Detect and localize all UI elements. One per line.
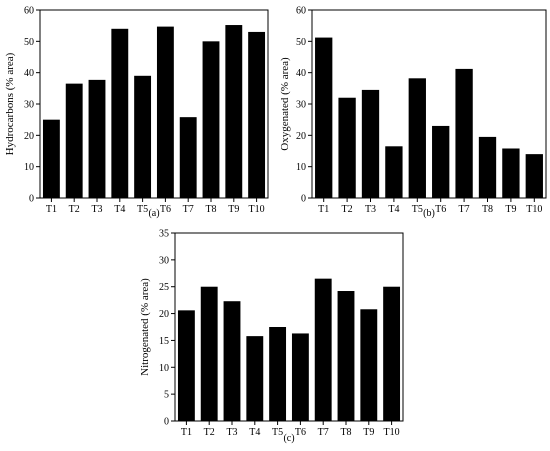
bar-t5 [269, 327, 287, 421]
y-tick-label: 20 [296, 131, 306, 142]
x-tick-label: T10 [249, 204, 265, 215]
x-tick-label: T7 [318, 427, 329, 438]
x-tick-label: T4 [249, 427, 260, 438]
x-tick-label: T9 [505, 204, 516, 215]
bar-t10 [248, 31, 266, 198]
bar-t6 [156, 26, 174, 199]
y-tick-label: 15 [159, 336, 169, 347]
chart-panel-hydrocarbons: 0 10 20 30 40 50 60 T1 T2 T3 T4 T5 T6 T7 T8 T9 T10 Hydroc… [4, 6, 269, 219]
x-tick-label: T3 [365, 204, 376, 215]
x-tick-label: T5 [137, 204, 148, 215]
y-tick-label: 20 [24, 131, 34, 142]
x-tick-label: T8 [482, 204, 493, 215]
bar-t7 [179, 117, 197, 198]
y-tick-label: 0 [301, 194, 306, 205]
bar-t6 [291, 333, 309, 421]
x-tick-label: T8 [205, 204, 216, 215]
x-tick-label: T10 [526, 204, 542, 215]
y-tick-label: 0 [164, 417, 169, 428]
bar-t1 [177, 310, 195, 421]
bar-t10 [525, 154, 543, 198]
plot-frame [174, 232, 404, 422]
bar-t10 [383, 286, 401, 421]
bar-t1 [42, 119, 60, 198]
bar-t4 [385, 146, 403, 198]
y-tick-label: 30 [24, 100, 34, 111]
bar-t9 [360, 309, 378, 421]
chart-panel-nitrogenated: 0 5 10 15 20 25 30 35 T1 T2 T3 T4 T5 T6 T7 T8 T9 T10 Nitro… [139, 229, 404, 444]
y-axis-title: Hydrocarbons (% area) [4, 52, 16, 155]
x-tick-label: T3 [226, 427, 237, 438]
x-tick-label: T1 [318, 204, 329, 215]
x-tick-label: T9 [363, 427, 374, 438]
bar-t3 [88, 79, 106, 198]
x-tick-label: T5 [412, 204, 423, 215]
bar-t1 [315, 37, 333, 198]
bar-t7 [314, 278, 332, 421]
x-tick-label: T9 [228, 204, 239, 215]
y-tick-label: 35 [159, 229, 169, 240]
x-tick-label: T1 [46, 204, 57, 215]
x-tick-label: T6 [295, 427, 306, 438]
x-tick-label: T6 [435, 204, 446, 215]
x-tick-label: T6 [160, 204, 171, 215]
y-tick-label: 10 [296, 162, 306, 173]
bar-t9 [502, 148, 520, 198]
x-tick-label: T4 [114, 204, 125, 215]
bar-t8 [202, 41, 220, 199]
y-tick-label: 30 [159, 255, 169, 266]
y-tick-label: 30 [296, 100, 306, 111]
bar-t3 [223, 301, 241, 421]
x-tick-label: T4 [388, 204, 399, 215]
y-tick-label: 5 [164, 390, 169, 401]
y-tick-label: 10 [24, 162, 34, 173]
x-tick-label: T1 [181, 427, 192, 438]
x-tick-label: T7 [183, 204, 194, 215]
bar-t8 [478, 136, 497, 198]
x-tick-label: T2 [204, 427, 215, 438]
bar-t2 [65, 83, 83, 198]
bar-t2 [200, 286, 218, 421]
bar-t9 [225, 25, 243, 199]
bar-t5 [408, 78, 426, 198]
y-tick-label: 0 [29, 194, 34, 205]
x-tick-label: T3 [91, 204, 102, 215]
x-tick-label: T5 [272, 427, 283, 438]
panel-label: (a) [148, 208, 159, 219]
bar-t5 [134, 75, 152, 198]
y-tick-label: 25 [159, 282, 169, 293]
y-tick-label: 50 [296, 37, 306, 48]
x-tick-label: T8 [340, 427, 351, 438]
bar-t4 [111, 28, 129, 198]
y-tick-label: 60 [296, 6, 306, 17]
panel-label: (c) [283, 433, 294, 444]
y-tick-label: 40 [24, 68, 34, 79]
bar-t7 [455, 68, 473, 198]
bar-t4 [246, 336, 264, 421]
y-tick-label: 50 [24, 37, 34, 48]
bar-t6 [432, 125, 450, 198]
y-axis-title: Oxygenated (% area) [279, 57, 291, 151]
y-tick-label: 10 [159, 363, 169, 374]
chart-panel-oxygenated: 0 10 20 30 40 50 60 T1 T2 T3 T4 T5 T6 T7 T8 T9 T10 Oxygen… [279, 6, 547, 219]
y-axis-title: Nitrogenated (% area) [139, 278, 151, 376]
bar-t8 [337, 291, 355, 421]
x-tick-label: T10 [384, 427, 400, 438]
x-tick-label: T7 [459, 204, 470, 215]
y-tick-label: 40 [296, 68, 306, 79]
panel-label: (b) [423, 208, 435, 219]
bar-t2 [338, 97, 356, 198]
y-tick-label: 20 [159, 309, 169, 320]
bar-t3 [361, 89, 380, 198]
x-tick-label: T2 [342, 204, 353, 215]
x-tick-label: T2 [69, 204, 80, 215]
y-tick-label: 60 [24, 6, 34, 17]
